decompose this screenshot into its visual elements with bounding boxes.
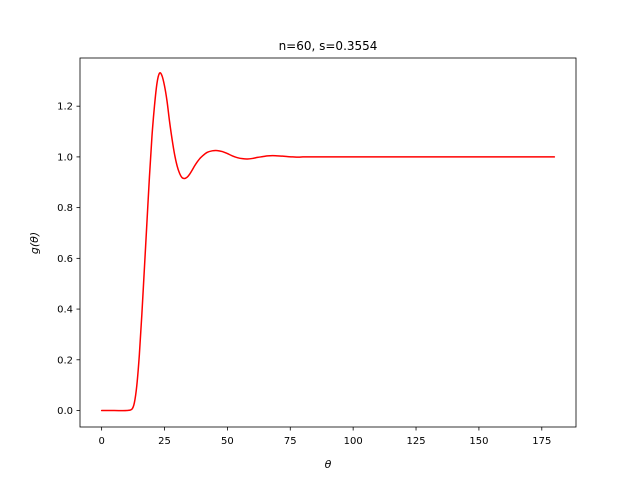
y-tick-label: 0.2 [57, 355, 73, 366]
x-tick-label: 150 [469, 436, 488, 447]
series-line [100, 72, 556, 412]
plot-frame [79, 57, 577, 428]
x-tick-label: 25 [158, 436, 171, 447]
plot-area [80, 58, 576, 427]
chart-title: n=60, s=0.3554 [279, 39, 378, 53]
y-axis-title: g(θ) [28, 232, 41, 254]
y-tick-label: 0.8 [57, 203, 73, 214]
x-tick-label: 0 [98, 436, 104, 447]
y-tick-label: 1.0 [57, 152, 73, 163]
x-axis-ticks: 0 25 50 75 100 125 150 175 [98, 427, 551, 447]
y-axis-ticks: 0.0 0.2 0.4 0.6 0.8 1.0 1.2 [57, 102, 80, 417]
x-axis-title: θ [325, 458, 332, 471]
y-tick-label: 0.4 [57, 305, 73, 316]
y-tick-label: 1.2 [57, 102, 73, 113]
y-tick-label: 0.0 [57, 406, 73, 417]
x-tick-label: 75 [284, 436, 297, 447]
x-tick-label: 50 [221, 436, 234, 447]
x-tick-label: 175 [532, 436, 551, 447]
y-tick-label: 0.6 [57, 254, 73, 265]
x-tick-label: 125 [406, 436, 425, 447]
x-tick-label: 100 [344, 436, 363, 447]
